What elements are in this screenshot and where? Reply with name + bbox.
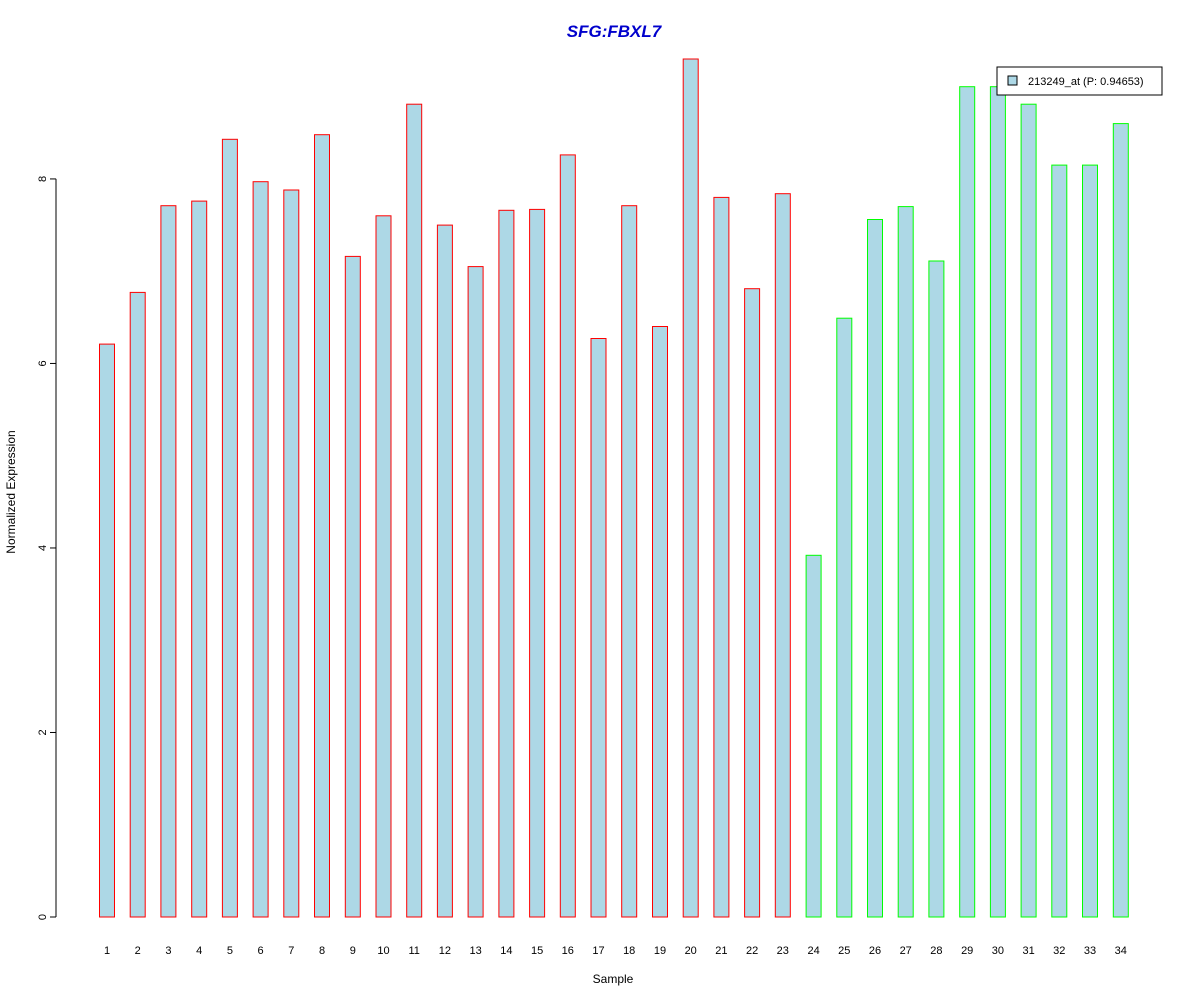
x-tick-label: 23 xyxy=(777,945,789,957)
bar-sample-27 xyxy=(897,206,914,918)
y-tick-label: 6 xyxy=(37,360,49,366)
bar-sample-4 xyxy=(191,200,208,918)
bar-sample-12 xyxy=(436,224,453,918)
x-tick-label: 16 xyxy=(562,945,574,957)
x-tick-label: 33 xyxy=(1084,945,1096,957)
x-tick-label: 7 xyxy=(288,945,294,957)
bar-sample-24 xyxy=(805,554,822,918)
legend-swatch xyxy=(1007,75,1018,86)
y-axis: 0 2 4 6 8 xyxy=(37,176,57,920)
x-tick-label: 34 xyxy=(1115,945,1127,957)
x-tick-label: 18 xyxy=(623,945,635,957)
x-tick-label: 31 xyxy=(1022,945,1034,957)
x-tick-label: 27 xyxy=(900,945,912,957)
bar-sample-34 xyxy=(1112,123,1129,918)
bar-sample-19 xyxy=(652,326,668,918)
bar-sample-26 xyxy=(867,219,883,918)
y-tick-label: 2 xyxy=(37,729,49,735)
x-tick-label: 1 xyxy=(104,945,110,957)
x-tick-label: 9 xyxy=(350,945,356,957)
bar-sample-2 xyxy=(129,291,146,918)
x-tick-label: 21 xyxy=(715,945,727,957)
bar-sample-22 xyxy=(744,288,761,918)
bar-sample-32 xyxy=(1051,164,1068,918)
bar-sample-25 xyxy=(836,317,853,918)
x-tick-label: 19 xyxy=(654,945,666,957)
y-axis-label: Normalized Expression xyxy=(4,430,18,553)
x-tick-labels: 1 2 3 4 5 6 7 8 9 10 11 12 13 14 15 16 17 18 19 20 21 22 23 24 2… xyxy=(104,945,1127,957)
bar-sample-8 xyxy=(314,134,330,918)
x-tick-label: 20 xyxy=(685,945,697,957)
x-tick-label: 15 xyxy=(531,945,543,957)
legend: 213249_at (P: 0.94653) xyxy=(996,66,1163,96)
x-tick-label: 24 xyxy=(807,945,819,957)
y-tick-label: 4 xyxy=(37,545,49,551)
x-tick-label: 6 xyxy=(258,945,264,957)
x-tick-label: 26 xyxy=(869,945,881,957)
bar-sample-15 xyxy=(529,208,546,918)
bar-sample-17 xyxy=(590,338,607,918)
bar-sample-20 xyxy=(682,58,699,918)
bar-sample-31 xyxy=(1020,103,1037,918)
y-tick-label: 0 xyxy=(37,914,49,920)
bar-sample-13 xyxy=(467,266,484,918)
x-tick-label: 2 xyxy=(135,945,141,957)
x-tick-label: 5 xyxy=(227,945,233,957)
bar-sample-23 xyxy=(774,193,791,918)
x-tick-label: 12 xyxy=(439,945,451,957)
legend-label: 213249_at (P: 0.94653) xyxy=(1028,76,1144,88)
bar-sample-9 xyxy=(344,255,361,918)
bar-sample-21 xyxy=(713,196,730,918)
bar-sample-10 xyxy=(375,215,392,918)
legend-box xyxy=(996,66,1163,96)
bar-sample-28 xyxy=(928,260,945,918)
bar-sample-6 xyxy=(252,181,269,918)
bars-group xyxy=(99,58,1129,918)
x-tick-label: 13 xyxy=(469,945,481,957)
x-tick-label: 11 xyxy=(408,945,419,957)
bar-sample-16 xyxy=(559,154,576,918)
x-tick-label: 14 xyxy=(500,945,512,957)
x-tick-label: 22 xyxy=(746,945,758,957)
x-tick-label: 32 xyxy=(1053,945,1065,957)
bar-sample-11 xyxy=(406,103,423,918)
chart-title: SFG:FBXL7 xyxy=(567,22,663,41)
x-axis-label: Sample xyxy=(593,972,634,986)
bar-sample-1 xyxy=(99,343,115,918)
bar-sample-5 xyxy=(221,138,238,918)
x-tick-label: 25 xyxy=(838,945,850,957)
x-tick-label: 8 xyxy=(319,945,325,957)
bar-sample-30 xyxy=(989,86,1006,918)
x-tick-label: 4 xyxy=(196,945,202,957)
x-tick-label: 3 xyxy=(165,945,171,957)
x-tick-label: 10 xyxy=(377,945,389,957)
bar-sample-3 xyxy=(160,205,177,918)
bar-sample-7 xyxy=(283,189,300,918)
x-tick-label: 17 xyxy=(592,945,604,957)
bar-sample-29 xyxy=(959,86,976,918)
bar-sample-14 xyxy=(498,209,515,918)
y-tick-label: 8 xyxy=(37,176,49,182)
bar-sample-33 xyxy=(1082,164,1098,918)
x-tick-label: 29 xyxy=(961,945,973,957)
bar-sample-18 xyxy=(621,205,638,918)
x-tick-label: 30 xyxy=(992,945,1004,957)
x-tick-label: 28 xyxy=(930,945,942,957)
